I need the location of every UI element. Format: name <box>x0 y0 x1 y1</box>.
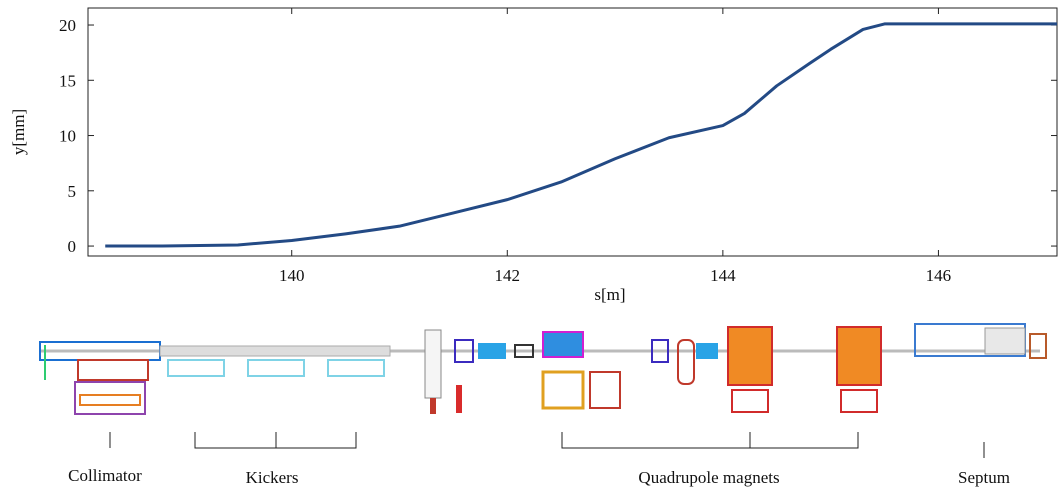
plot-frame <box>87 7 1058 257</box>
component-label: Kickers <box>246 468 299 487</box>
y-tick-label: 15 <box>59 71 76 90</box>
y-tick-label: 20 <box>59 16 76 35</box>
component-label: Quadrupole magnets <box>638 468 779 487</box>
x-tick-label: 144 <box>710 266 736 285</box>
y-tick-label: 10 <box>59 127 76 146</box>
y-axis-label: y[mm] <box>9 109 28 155</box>
x-tick-label: 146 <box>926 266 952 285</box>
component-label: Collimator <box>68 466 142 485</box>
y-tick-label: 0 <box>68 237 77 256</box>
x-tick-label: 140 <box>279 266 305 285</box>
x-tick-label: 142 <box>495 266 521 285</box>
y-tick-label: 5 <box>68 182 77 201</box>
x-axis-label: s[m] <box>594 285 625 304</box>
label-brackets <box>109 432 985 458</box>
beamline-schematic <box>39 323 1047 415</box>
component-label: Septum <box>958 468 1010 487</box>
data-line <box>105 22 1057 248</box>
